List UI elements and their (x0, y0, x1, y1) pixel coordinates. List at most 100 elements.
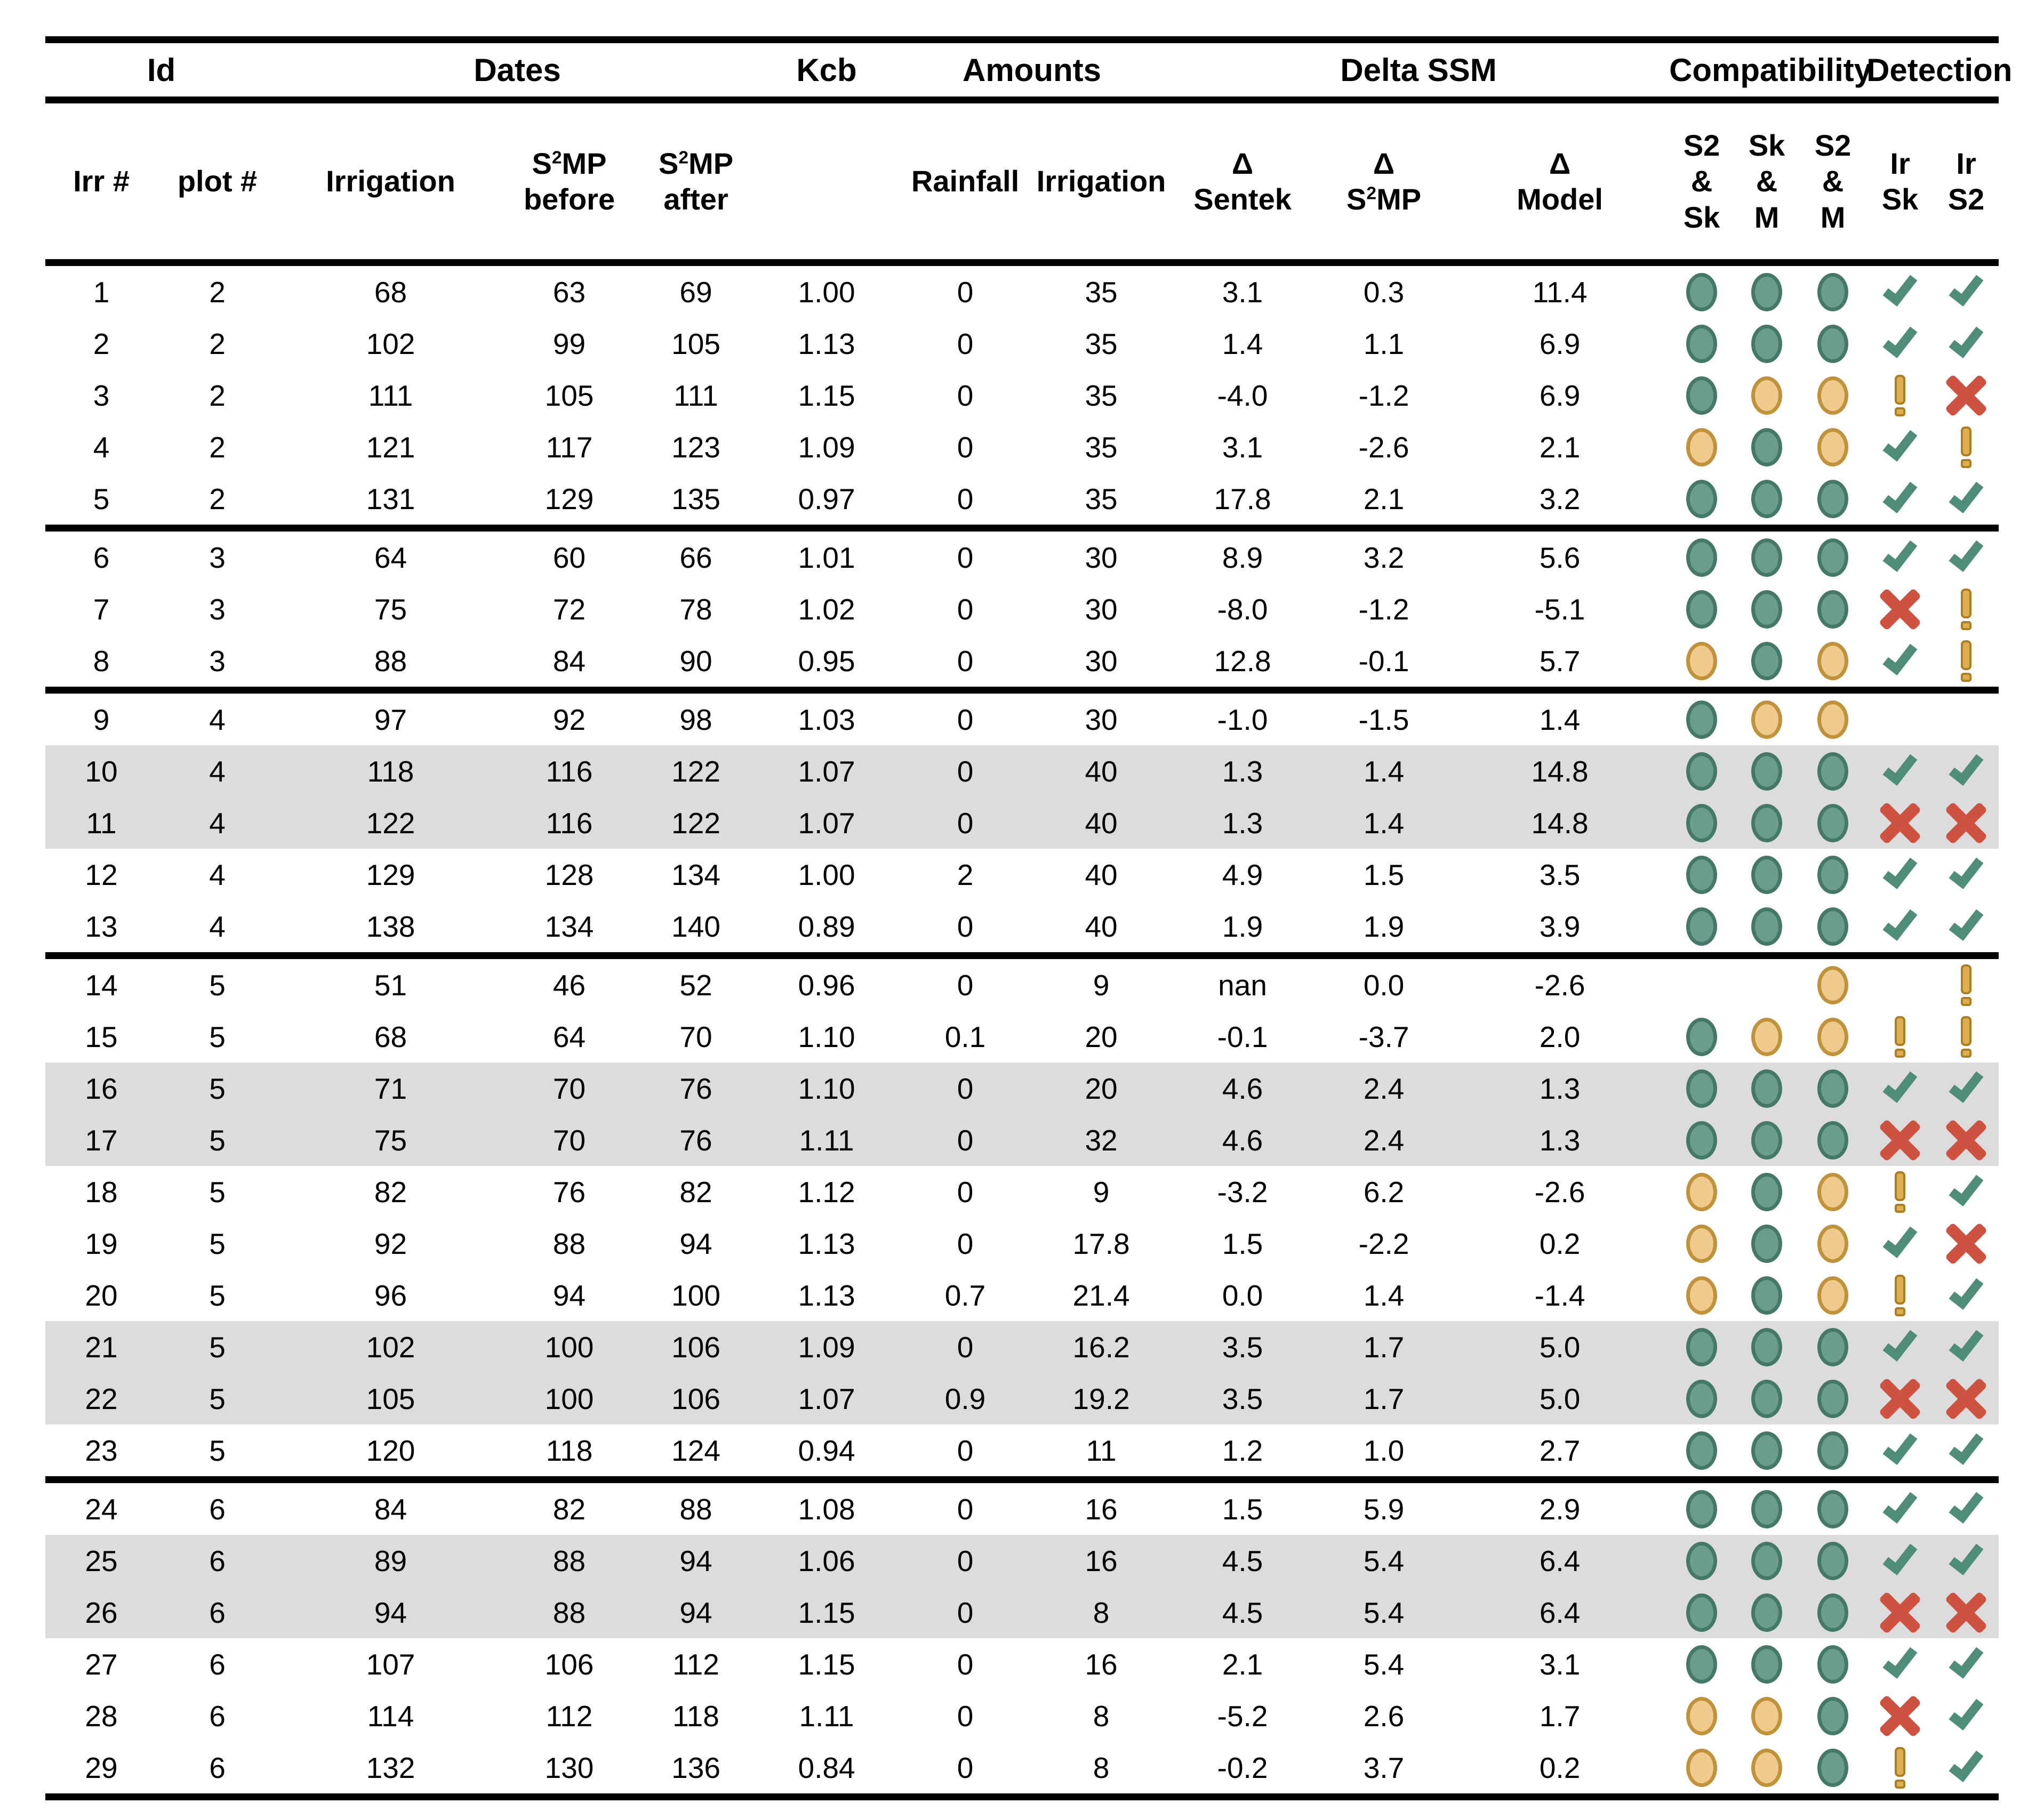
cell-kcb: 1.11 (799, 1699, 854, 1733)
cell-delta-s2mp: 2.6 (1363, 1699, 1405, 1733)
compat-ok-circle-icon (1686, 700, 1718, 739)
cell-delta-model: 5.6 (1539, 541, 1581, 574)
cell-delta-model: 5.0 (1450, 1373, 1670, 1424)
detected-check-icon (1949, 851, 1984, 889)
cell-irrigation-amount: 35 (1085, 327, 1118, 360)
cell-compat-s2-sk (1669, 1063, 1735, 1114)
cell-compat-s2-m (1799, 1321, 1867, 1373)
compat-ok-circle-icon (1817, 1593, 1849, 1632)
cell-detect-ir-s2 (1934, 1535, 1999, 1587)
cell-rainfall: 0 (957, 968, 974, 1002)
cell-delta-s2mp: 1.4 (1363, 1278, 1405, 1312)
cell-irrigation-date: 138 (366, 909, 415, 943)
cell-detect-ir-s2 (1934, 956, 1999, 1011)
cell-s2mp-after: 88 (679, 1492, 712, 1526)
cell-plot-number: 3 (209, 592, 226, 626)
cell-irr-number: 28 (85, 1699, 118, 1733)
cell-irr-number: 16 (45, 1063, 157, 1114)
cell-detect-ir-sk (1866, 690, 1934, 746)
cell-detect-ir-sk (1866, 1321, 1934, 1373)
col-header-compat-s2-sk: S2 & Sk (1683, 128, 1720, 234)
not-detected-cross-icon (1946, 1224, 1986, 1263)
cell-irrigation-date: 89 (277, 1535, 504, 1587)
cell-s2mp-before: 70 (504, 1063, 635, 1114)
compat-ok-circle-icon (1751, 1172, 1783, 1211)
cell-kcb: 0.84 (798, 1751, 855, 1784)
cell-s2mp-before: 117 (546, 430, 593, 464)
cell-s2mp-after: 122 (635, 797, 758, 849)
cell-irrigation-amount: 30 (1085, 644, 1118, 678)
compat-ok-circle-icon (1817, 855, 1849, 894)
cell-irrigation-amount: 35 (1085, 379, 1118, 412)
cell-compat-s2-sk (1669, 583, 1734, 635)
cell-irrigation-date: 118 (277, 745, 504, 797)
compat-ok-circle-icon (1686, 1593, 1718, 1632)
cell-kcb: 1.13 (798, 1227, 855, 1260)
uncertain-exclamation-icon (1961, 964, 1972, 1006)
cell-irrigation-amount: 40 (1085, 909, 1118, 943)
exclamation-bar (1895, 1746, 1906, 1777)
cell-rainfall: 0 (896, 797, 1035, 849)
cell-delta-model: 3.2 (1539, 482, 1581, 516)
cell-s2mp-after: 70 (679, 1020, 712, 1053)
cell-irr-number: 7 (93, 592, 110, 626)
cell-s2mp-after: 106 (635, 1321, 758, 1373)
cell-compat-s2-m (1799, 1587, 1867, 1638)
cell-kcb: 1.09 (757, 1321, 896, 1373)
cell-delta-sentek: 1.5 (1222, 1227, 1263, 1260)
detected-check-icon (1949, 748, 1984, 786)
cell-irr-number: 4 (93, 430, 110, 464)
cell-delta-sentek: 3.1 (1222, 275, 1263, 309)
col-header-delta-sentek: Δ Sentek (1193, 146, 1292, 216)
cell-rainfall: 2 (957, 858, 974, 891)
exclamation-dot (1961, 1048, 1972, 1058)
compat-ok-circle-icon (1751, 1276, 1783, 1315)
cell-compat-sk-m (1734, 797, 1800, 849)
cell-delta-sentek: 3.5 (1168, 1373, 1318, 1424)
cell-irrigation-amount: 16 (1085, 1647, 1118, 1681)
cell-delta-s2mp: 1.4 (1317, 797, 1451, 849)
cell-delta-model: 6.9 (1539, 327, 1581, 360)
cell-irrigation-date: 131 (366, 482, 415, 516)
cell-plot-number: 4 (157, 745, 278, 797)
compat-ok-circle-icon (1817, 1431, 1849, 1470)
col-header-s2mp-after: S2MP after (659, 146, 734, 216)
cell-delta-s2mp: 6.2 (1363, 1175, 1405, 1209)
cell-irrigation-date: 84 (374, 1492, 407, 1526)
cell-rainfall: 0.7 (944, 1278, 986, 1312)
compat-warn-circle-icon (1817, 641, 1849, 680)
cell-plot-number: 5 (157, 1114, 278, 1166)
compat-warn-circle-icon (1751, 700, 1783, 739)
cell-detect-ir-s2 (1934, 1638, 1999, 1690)
cell-plot-number: 2 (209, 482, 226, 516)
cell-detect-ir-sk (1866, 745, 1934, 797)
cell-detect-ir-s2 (1934, 1424, 1999, 1480)
detected-check-icon (1882, 1220, 1918, 1258)
cell-kcb: 1.00 (798, 275, 855, 309)
cell-irr-number: 24 (85, 1492, 118, 1526)
cell-delta-model: 1.3 (1450, 1114, 1670, 1166)
cell-irrigation-amount: 20 (1035, 1063, 1168, 1114)
cell-compat-s2-sk (1669, 1114, 1735, 1166)
table-row-irr-2: 2 2 102 99 105 1.13 0 35 1.4 1.1 6.9 (45, 318, 1999, 369)
table-row-irr-5: 5 2 131 129 135 0.97 0 35 17.8 2.1 3.2 (45, 473, 1999, 528)
cell-detect-ir-s2 (1934, 635, 1999, 690)
cell-irrigation-amount: 21.4 (1072, 1278, 1130, 1312)
cell-compat-s2-sk (1669, 1587, 1735, 1638)
cell-compat-s2-m (1799, 1063, 1867, 1114)
cell-detect-ir-s2 (1934, 1218, 1999, 1269)
cell-delta-sentek: 8.9 (1222, 541, 1263, 574)
cell-rainfall: 0.9 (896, 1373, 1035, 1424)
cell-s2mp-after: 98 (679, 703, 712, 736)
cell-compat-s2-sk (1669, 635, 1734, 690)
group-header-row: Id Dates Kcb Amounts Delta SSM Compatibility D… (45, 40, 2012, 100)
cell-delta-s2mp: -2.2 (1358, 1227, 1409, 1260)
cell-compat-s2-sk (1669, 900, 1734, 956)
cell-plot-number: 4 (209, 703, 226, 736)
cell-plot-number: 5 (209, 1434, 226, 1467)
cell-s2mp-after: 122 (635, 745, 758, 797)
cell-delta-s2mp: 2.1 (1363, 482, 1405, 516)
compat-ok-circle-icon (1686, 1645, 1718, 1684)
cell-delta-model: 0.2 (1539, 1227, 1581, 1260)
cell-s2mp-after: 69 (679, 275, 712, 309)
